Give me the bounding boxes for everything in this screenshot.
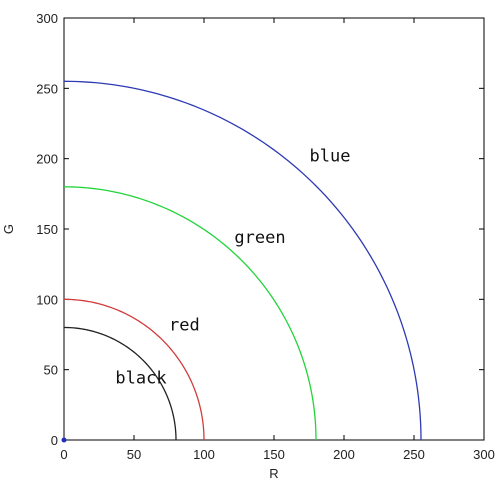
y-tick-label: 100	[36, 292, 58, 307]
x-tick-label: 150	[263, 447, 285, 462]
series-label-red: red	[169, 315, 200, 335]
series-label-blue: blue	[310, 146, 351, 166]
x-tick-label: 250	[403, 447, 425, 462]
y-tick-label: 250	[36, 81, 58, 96]
x-axis-label: R	[269, 466, 278, 481]
x-tick-label: 300	[473, 447, 495, 462]
x-tick-label: 100	[193, 447, 215, 462]
x-tick-label: 50	[127, 447, 141, 462]
y-tick-label: 200	[36, 152, 58, 167]
y-tick-label: 150	[36, 222, 58, 237]
series-blue-arc	[63, 80, 422, 441]
series-label-black: black	[115, 369, 166, 389]
series-black-arc	[63, 326, 177, 441]
y-tick-label: 0	[51, 433, 58, 448]
y-tick-label: 300	[36, 11, 58, 26]
series-green-arc	[63, 186, 317, 441]
x-tick-label: 200	[333, 447, 355, 462]
series-red-arc	[63, 298, 205, 441]
origin-point	[61, 437, 67, 443]
y-tick-label: 50	[44, 363, 58, 378]
x-tick-label: 0	[60, 447, 67, 462]
y-axis-label: G	[1, 224, 16, 234]
series-label-green: green	[234, 228, 285, 248]
